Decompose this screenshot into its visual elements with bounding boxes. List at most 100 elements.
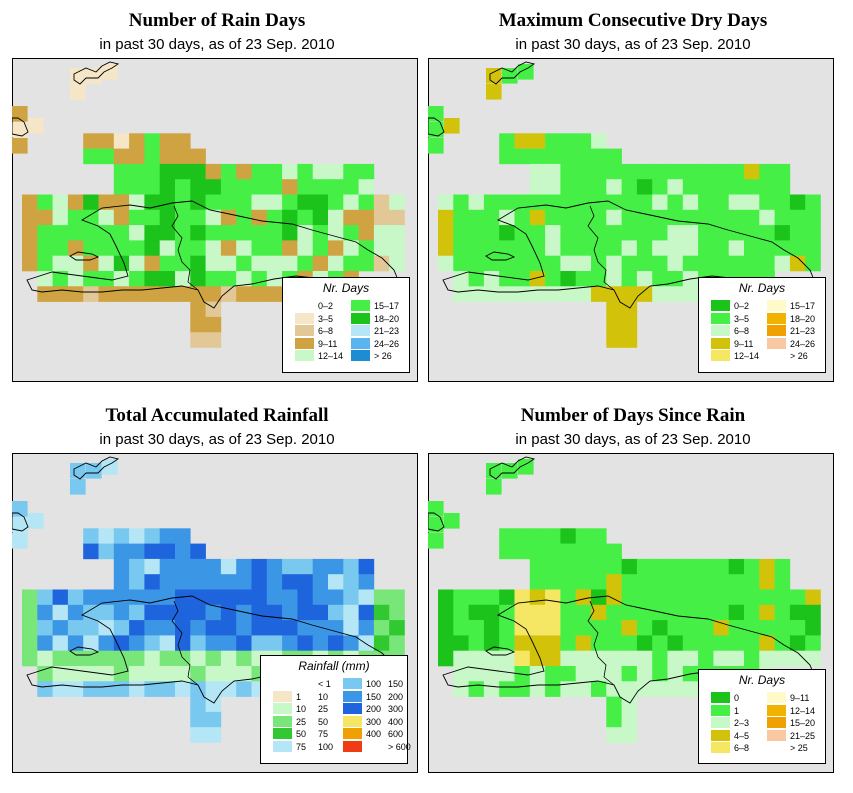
map-grid-cell: [698, 179, 714, 195]
map-grid-cell: [438, 650, 454, 667]
map-grid-cell: [175, 133, 191, 149]
map-grid-cell: [86, 68, 102, 84]
map-grid-cell: [282, 194, 298, 211]
map-grid-cell: [251, 574, 268, 590]
legend-label-low: 50: [296, 729, 307, 739]
map-grid-cell: [591, 604, 607, 621]
map-grid-cell: [236, 286, 252, 302]
map-grid-cell: [297, 574, 313, 590]
map-grid-cell: [744, 209, 760, 226]
map-grid-cell: [220, 604, 237, 621]
map-grid-cell: [67, 225, 84, 241]
map-grid-cell: [805, 604, 821, 621]
panel-subtitle: in past 30 days, as of 23 Sep. 2010: [99, 431, 335, 448]
map-grid-cell: [22, 635, 38, 651]
map-grid-cell: [144, 574, 160, 590]
map-grid-cell: [113, 528, 130, 544]
legend-swatch: [767, 350, 786, 361]
map-grid-cell: [297, 179, 313, 195]
map-grid-cell: [236, 255, 252, 272]
map-grid-cell: [591, 133, 607, 149]
map-grid-cell: [575, 240, 592, 256]
map-grid-cell: [789, 620, 806, 636]
map-grid-cell: [744, 194, 760, 211]
map-grid-cell: [129, 194, 145, 211]
map-grid-cell: [175, 604, 191, 621]
map-grid-cell: [98, 543, 115, 560]
map-grid-cell: [438, 194, 454, 211]
map-grid-cell: [728, 179, 745, 195]
map-grid-cell: [129, 286, 145, 302]
map-grid-cell: [144, 209, 160, 226]
map-grid-cell: [389, 589, 405, 606]
map-grid-cell: [251, 635, 268, 651]
island-outline: [485, 646, 516, 656]
map-grid-cell: [667, 635, 684, 651]
map-grid-cell: [86, 463, 102, 479]
map-grid-cell: [805, 255, 821, 272]
map-grid-cell: [328, 604, 344, 621]
map-grid-cell: [636, 240, 653, 256]
map-grid-cell: [190, 316, 206, 333]
map-grid-cell: [529, 635, 546, 651]
map-grid-cell: [159, 194, 176, 211]
map-grid-cell: [560, 271, 576, 287]
map-grid-cell: [667, 209, 684, 226]
map-grid-cell: [652, 163, 668, 180]
map-grid-cell: [575, 163, 592, 180]
map-grid-cell: [621, 711, 638, 728]
map-grid-cell: [575, 225, 592, 241]
map-grid-cell: [621, 316, 638, 333]
map-grid-cell: [220, 179, 237, 195]
map-grid-cell: [297, 635, 313, 651]
map-grid-cell: [682, 574, 699, 590]
map-grid-cell: [159, 163, 176, 180]
map-grid-cell: [83, 240, 99, 256]
map-grid-cell: [667, 666, 684, 682]
map-grid-cell: [190, 604, 206, 621]
map-grid-cell: [529, 604, 546, 621]
map-grid-cell: [713, 650, 729, 667]
legend-label: 24–26: [790, 338, 816, 349]
legend-entry: 9–11: [767, 692, 809, 704]
legend-label-high: > 600: [388, 741, 411, 752]
map-grid-cell: [266, 163, 283, 180]
map-grid-cell: [728, 225, 745, 241]
map-grid-cell: [682, 225, 699, 241]
map-grid-cell: [205, 711, 222, 728]
map-grid-cell: [190, 635, 206, 651]
map-grid-cell: [529, 666, 546, 682]
map-grid-cell: [266, 225, 283, 241]
map-grid-cell: [358, 574, 375, 590]
map-grid-cell: [282, 558, 298, 575]
map-grid-cell: [12, 138, 28, 154]
map-grid-cell: [518, 459, 534, 475]
legend-swatch: [711, 337, 730, 349]
map-grid-cell: [575, 604, 592, 621]
map-grid-cell: [606, 620, 622, 636]
haiti-dr-border: [587, 205, 615, 291]
map-grid-cell: [514, 148, 531, 165]
legend-swatch: [767, 729, 786, 741]
map-grid-cell: [159, 179, 176, 195]
legend-label: 24–26: [374, 338, 400, 349]
map-grid-cell: [373, 240, 390, 256]
map-grid-cell: [545, 255, 561, 272]
map-grid-cell: [428, 533, 444, 549]
map-grid-cell: [652, 240, 668, 256]
map-grid-cell: [483, 255, 500, 272]
map-grid-cell: [438, 589, 454, 606]
map-grid-cell: [682, 255, 699, 272]
map-grid-cell: [113, 589, 130, 606]
map-grid-cell: [205, 666, 222, 682]
map-grid-cell: [205, 316, 222, 333]
map-grid-cell: [545, 558, 561, 575]
legend-label-low: 400: [366, 729, 382, 739]
map-grid-cell: [805, 650, 821, 667]
map-grid-cell: [343, 558, 359, 575]
panel-subtitle: in past 30 days, as of 23 Sep. 2010: [99, 36, 335, 53]
map-grid-cell: [297, 255, 313, 272]
map-grid-cell: [453, 255, 469, 272]
map-grid-cell: [190, 711, 206, 728]
map-grid-cell: [12, 122, 28, 138]
